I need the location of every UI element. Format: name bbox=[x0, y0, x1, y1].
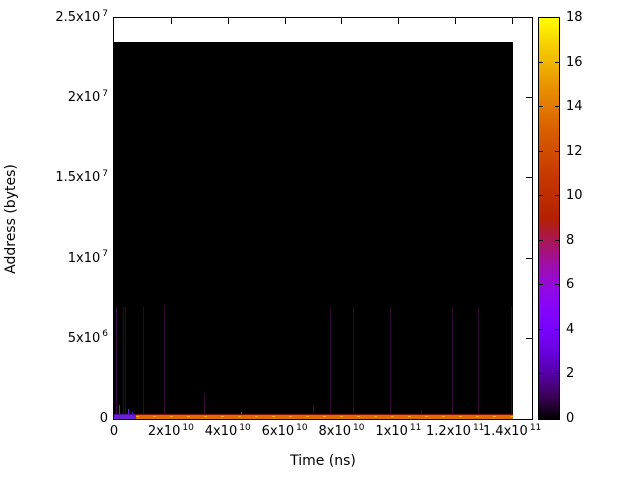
base-strip-segment bbox=[114, 414, 136, 419]
colorbar bbox=[538, 17, 560, 420]
colorbar-tick-mirror bbox=[555, 240, 559, 241]
colorbar-tick bbox=[539, 284, 543, 285]
heatmap-zero-region bbox=[114, 42, 513, 419]
colorbar-tick-mirror bbox=[555, 329, 559, 330]
colorbar-tick-label: 6 bbox=[566, 277, 575, 293]
plot-canvas bbox=[114, 18, 532, 419]
colorbar-tick bbox=[539, 195, 543, 196]
colorbar-tick-label: 12 bbox=[566, 143, 583, 159]
x-axis-tick bbox=[341, 18, 342, 24]
event-line bbox=[204, 393, 205, 419]
colorbar-tick-mirror bbox=[555, 151, 559, 152]
x-axis-tick bbox=[455, 18, 456, 24]
y-tick-label: 1.5x10 7 bbox=[55, 169, 108, 186]
colorbar-tick-mirror bbox=[555, 373, 559, 374]
y-axis-tick bbox=[114, 338, 120, 339]
colorbar-tick-label: 10 bbox=[566, 188, 583, 204]
x-tick-label: 0 bbox=[109, 424, 119, 439]
x-axis-tick bbox=[171, 18, 172, 24]
colorbar-tick bbox=[539, 151, 543, 152]
x-tick-label: 1.2x10 11 bbox=[426, 422, 485, 439]
base-strip-speckles bbox=[136, 416, 513, 417]
event-line bbox=[390, 307, 391, 419]
y-tick-label: 1x10 7 bbox=[67, 249, 108, 266]
colorbar-tick bbox=[539, 240, 543, 241]
y-axis-tick bbox=[114, 97, 120, 98]
x-tick-label: 4x10 10 bbox=[204, 422, 251, 439]
y-tick-label: 2x10 7 bbox=[67, 88, 108, 106]
colorbar-tick-label: 16 bbox=[566, 54, 583, 70]
x-tick-label: 1x10 11 bbox=[375, 422, 422, 439]
y-tick-label: 0 bbox=[99, 411, 108, 426]
y-axis-tick bbox=[114, 177, 120, 178]
y-axis-tick-mirror bbox=[526, 97, 532, 98]
x-tick-label: 1.4x10 11 bbox=[482, 422, 542, 439]
plot-area bbox=[113, 17, 533, 420]
event-line bbox=[353, 307, 354, 419]
event-line bbox=[123, 307, 124, 419]
base-strip-segment bbox=[136, 414, 513, 419]
event-line bbox=[143, 307, 144, 419]
colorbar-tick-label: 2 bbox=[566, 366, 575, 382]
y-tick-label: 5x10 6 bbox=[67, 329, 108, 346]
event-line bbox=[164, 305, 165, 419]
colorbar-tick bbox=[539, 373, 543, 374]
x-axis-title: Time (ns) bbox=[290, 453, 356, 469]
event-line bbox=[511, 307, 512, 419]
y-axis-tick-mirror bbox=[526, 258, 532, 259]
colorbar-tick-label: 4 bbox=[566, 321, 575, 337]
colorbar-tick-label: 0 bbox=[566, 411, 575, 426]
colorbar-tick-mirror bbox=[555, 284, 559, 285]
event-line bbox=[330, 307, 331, 419]
colorbar-tick-label: 18 bbox=[566, 10, 583, 25]
x-tick-label: 8x10 10 bbox=[318, 422, 365, 439]
colorbar-tick bbox=[539, 329, 543, 330]
event-line bbox=[116, 307, 117, 419]
colorbar-tick bbox=[539, 62, 543, 63]
x-tick-label: 6x10 10 bbox=[261, 422, 308, 439]
x-axis-tick bbox=[512, 18, 513, 24]
event-line bbox=[119, 405, 120, 419]
event-line bbox=[478, 307, 479, 419]
colorbar-tick-mirror bbox=[555, 195, 559, 196]
event-line bbox=[313, 405, 314, 419]
y-axis-tick bbox=[114, 258, 120, 259]
x-axis-tick bbox=[228, 18, 229, 24]
x-tick-label: 2x10 10 bbox=[147, 422, 194, 439]
colorbar-tick bbox=[539, 106, 543, 107]
colorbar-tick-mirror bbox=[555, 62, 559, 63]
y-tick-label: 2.5x10 7 bbox=[55, 8, 108, 25]
event-line bbox=[452, 307, 453, 419]
x-axis-tick bbox=[398, 18, 399, 24]
colorbar-tick-label: 8 bbox=[566, 232, 575, 248]
y-axis-title: Address (bytes) bbox=[3, 164, 19, 274]
event-line bbox=[125, 307, 126, 419]
x-axis-tick bbox=[285, 18, 286, 24]
colorbar-tick-mirror bbox=[555, 106, 559, 107]
y-axis-tick-mirror bbox=[526, 177, 532, 178]
colorbar-tick-label: 14 bbox=[566, 99, 583, 115]
y-axis-tick-mirror bbox=[526, 338, 532, 339]
